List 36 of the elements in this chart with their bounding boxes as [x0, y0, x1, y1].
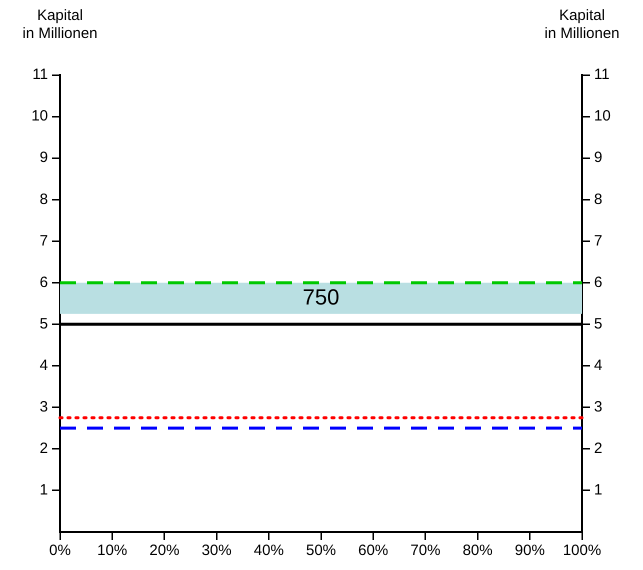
y-tick-label: 7: [40, 232, 48, 250]
y2-tick-label: 5: [594, 315, 602, 332]
y2-axis-title: Kapital in Millionen: [544, 7, 620, 42]
y2-tick-label: 1: [594, 482, 602, 499]
x-tick-label: 90%: [514, 542, 545, 560]
y2-tick-label: 9: [594, 149, 602, 166]
y2-tick-label: 11: [594, 66, 610, 84]
x-tick-label: 20%: [149, 542, 180, 560]
x-tick-label: 80%: [462, 542, 493, 560]
x-tick-label: 10%: [97, 542, 128, 560]
y-tick-label: 3: [40, 398, 48, 416]
band-label: 750: [302, 284, 340, 310]
x-tick-label: 100%: [562, 542, 602, 560]
x-tick-label: 60%: [358, 542, 388, 560]
y-tick-label: 6: [40, 274, 48, 291]
y-axis-title: Kapital in Millionen: [22, 7, 98, 42]
y2-tick-label: 3: [594, 398, 602, 416]
y-tick-label: 4: [40, 356, 48, 374]
x-tick-label: 40%: [254, 542, 284, 560]
y2-tick-label: 2: [594, 440, 602, 458]
y2-tick-label: 7: [594, 232, 602, 250]
y2-tick-label: 10: [594, 108, 611, 125]
y-tick-label: 11: [32, 66, 48, 84]
y-tick-label: 10: [31, 108, 48, 125]
x-tick-label: 30%: [202, 542, 232, 560]
y-tick-label: 9: [40, 149, 48, 166]
y-tick-label: 8: [40, 190, 48, 208]
y-tick-label: 1: [40, 482, 48, 499]
y-tick-label: 5: [40, 315, 48, 332]
y-tick-label: 2: [40, 440, 48, 458]
x-tick-label: 70%: [410, 542, 440, 560]
y2-tick-label: 8: [594, 190, 602, 208]
y2-tick-label: 6: [594, 274, 602, 291]
y2-tick-label: 4: [594, 356, 602, 374]
x-tick-label: 0%: [49, 542, 71, 560]
x-tick-label: 50%: [306, 542, 336, 560]
